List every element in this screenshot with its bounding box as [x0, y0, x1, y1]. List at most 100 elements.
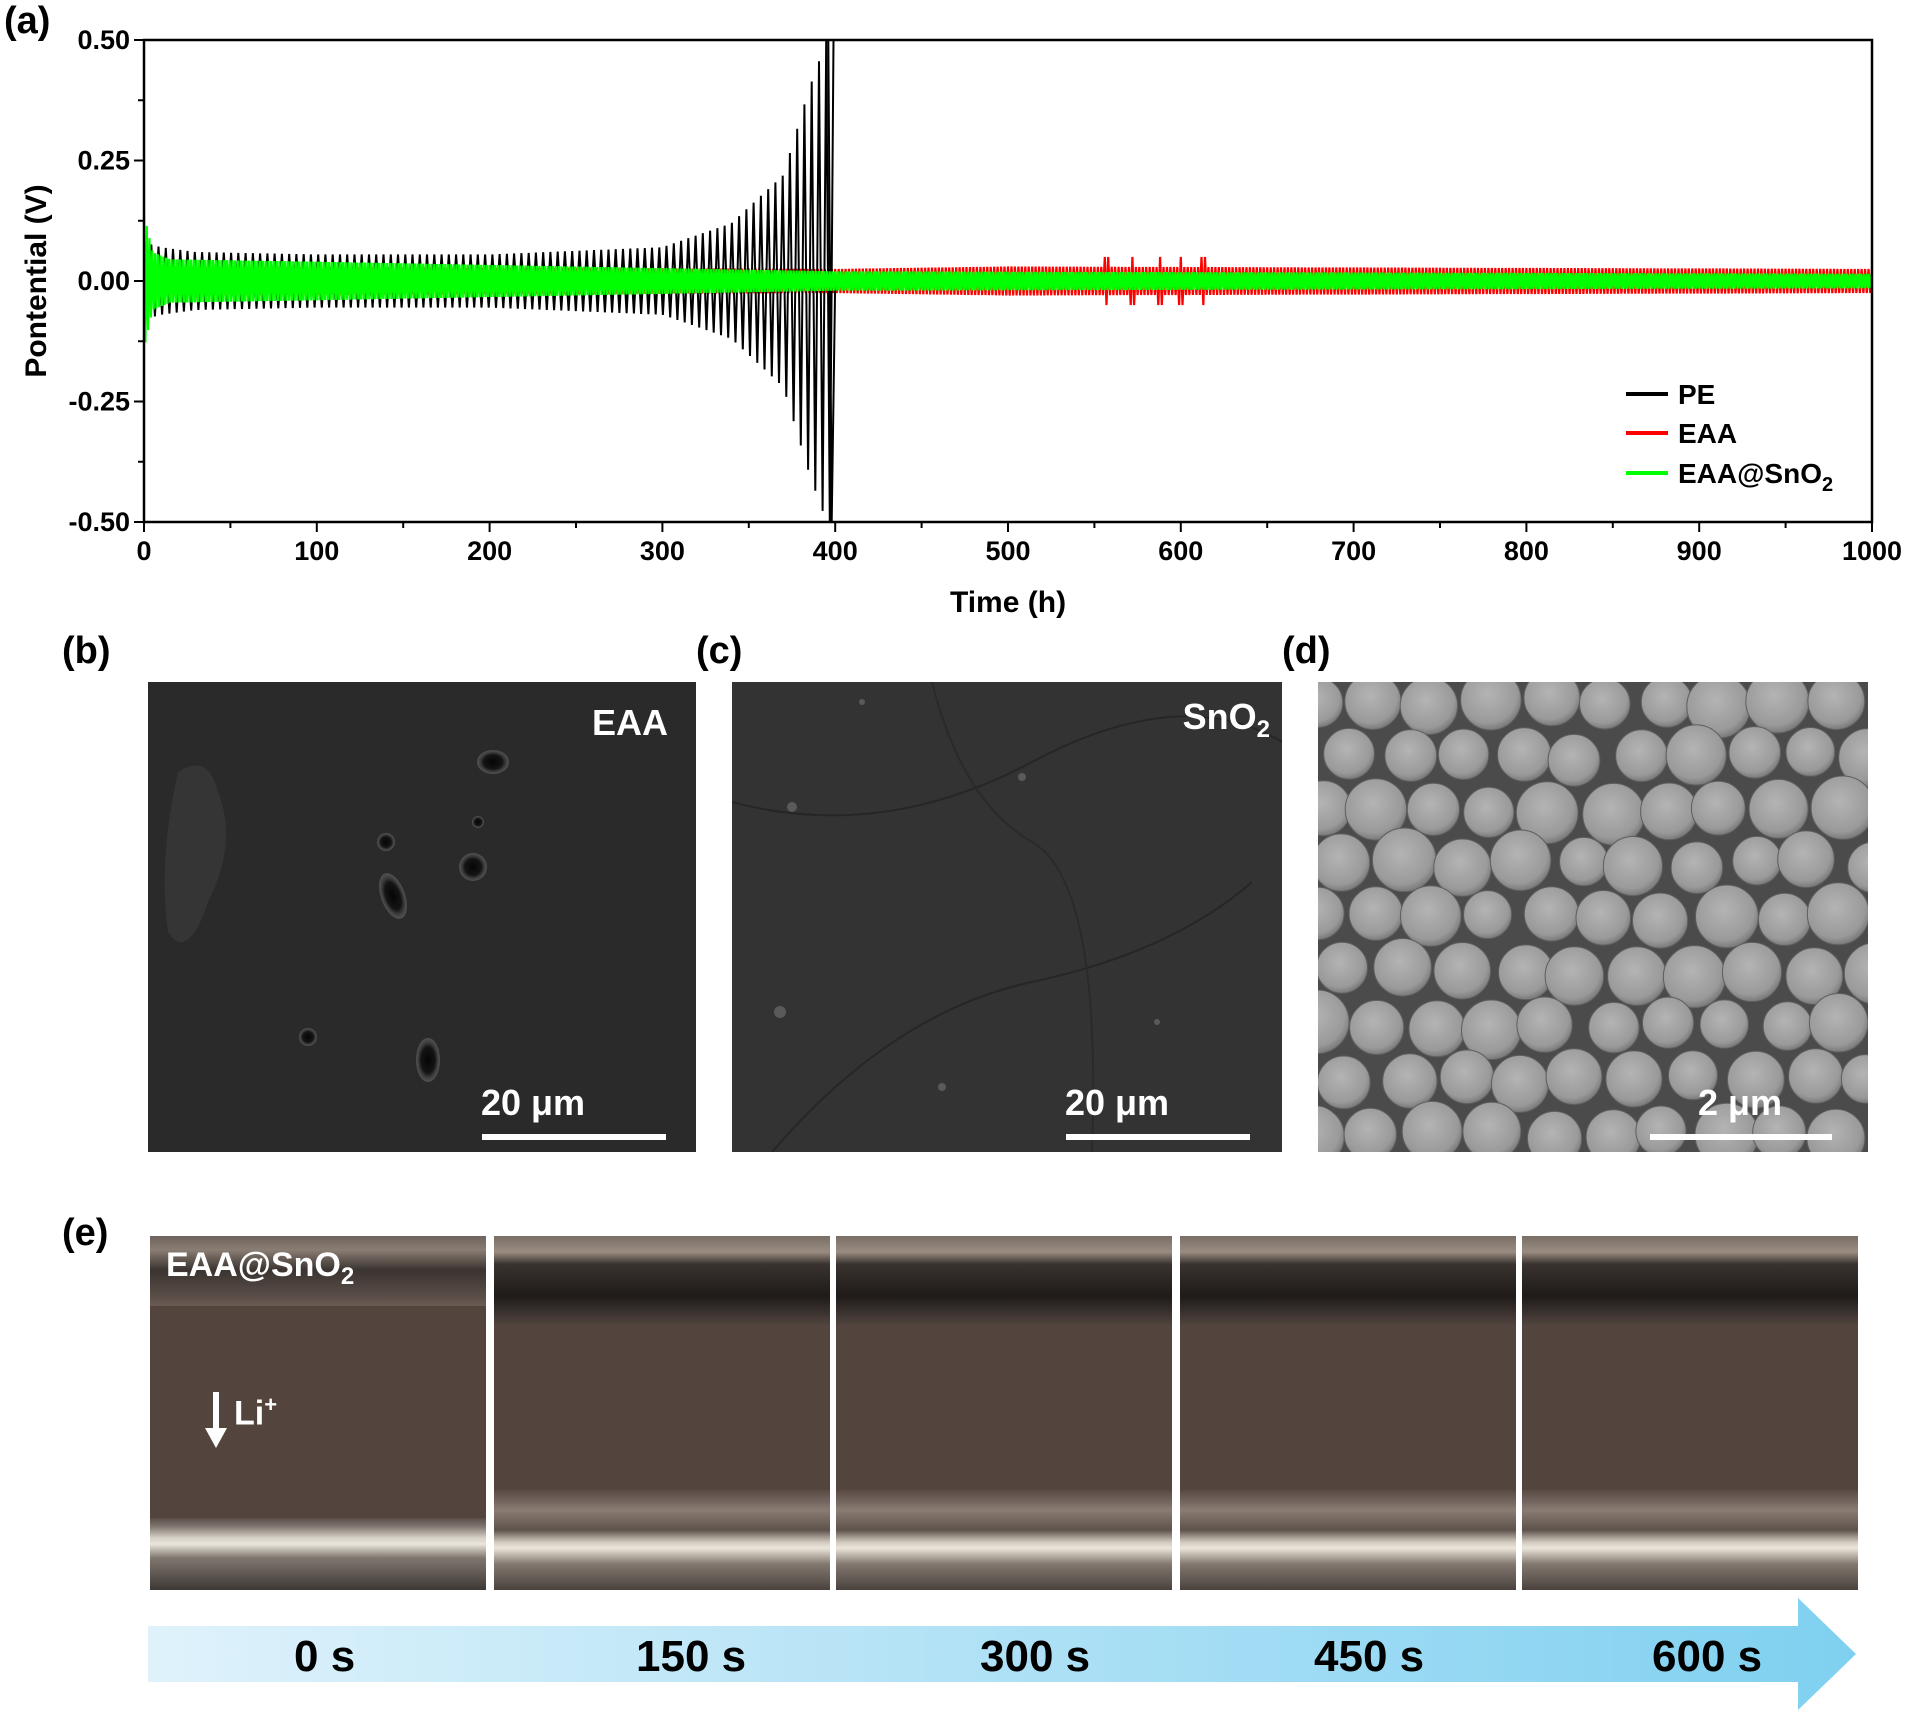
legend-entry-eaa: EAA — [1678, 418, 1737, 449]
sem-texture-d — [1318, 682, 1868, 1152]
optical-frame — [836, 1236, 1172, 1590]
sphere-particle — [1382, 1053, 1438, 1109]
panel-label-b: (b) — [62, 630, 111, 672]
x-tick-label: 700 — [1331, 536, 1376, 566]
optical-frame — [494, 1236, 830, 1590]
sem-label-sno2: SnO2 — [1182, 696, 1270, 744]
sphere-particle — [1318, 989, 1350, 1055]
sphere-particle — [1348, 886, 1404, 941]
y-tick-label: 0.25 — [77, 146, 130, 176]
sphere-particle — [1806, 882, 1868, 946]
sphere-particle — [1690, 780, 1746, 836]
sphere-particle — [1640, 782, 1698, 841]
scale-text-b: 20 μm — [480, 1082, 586, 1123]
sem-label-eaa: EAA — [591, 702, 668, 743]
sphere-particle — [1318, 886, 1345, 941]
sphere-particle — [1752, 1105, 1807, 1152]
sphere-particle — [1758, 892, 1812, 946]
x-tick-label: 0 — [136, 536, 151, 566]
sphere-particle — [1323, 727, 1375, 780]
sphere-particle — [1670, 841, 1724, 894]
sphere-particle — [1699, 999, 1749, 1049]
sphere-particle — [1343, 1107, 1397, 1152]
sphere-particle — [1632, 892, 1689, 949]
sphere-particle — [1544, 946, 1605, 1006]
sphere-particle — [1408, 1000, 1466, 1058]
sphere-particle — [1777, 830, 1835, 888]
sem-image-spheres: 2 μm — [1318, 682, 1868, 1152]
sphere-particle — [1516, 996, 1573, 1053]
sphere-particle — [1463, 890, 1513, 940]
optical-frame — [1522, 1236, 1858, 1590]
sem-texture-c — [732, 682, 1282, 1152]
sphere-particle — [1400, 885, 1462, 947]
x-tick-label: 300 — [640, 536, 685, 566]
legend-entry-eaa-sno2: EAA@SnO2 — [1678, 458, 1833, 496]
y-tick-label: -0.50 — [68, 507, 130, 537]
sphere-particle — [1406, 782, 1461, 837]
x-tick-label: 100 — [294, 536, 339, 566]
series-line-eaa-sno2 — [144, 213, 1872, 343]
panel-label-e: (e) — [62, 1212, 109, 1254]
y-axis-label: Pontential (V) — [20, 184, 53, 377]
sphere-particle — [1640, 682, 1693, 728]
x-tick-label: 1000 — [1842, 536, 1902, 566]
y-tick-label: 0.50 — [77, 25, 130, 55]
sphere-particle — [1462, 1101, 1522, 1152]
optical-label: EAA@SnO2 — [166, 1246, 355, 1290]
sphere-particle — [1785, 727, 1836, 777]
sphere-particle — [1810, 775, 1868, 840]
x-tick-label: 600 — [1158, 536, 1203, 566]
sphere-particle — [1527, 1110, 1583, 1152]
sphere-particle — [1727, 1050, 1785, 1109]
sphere-particle — [1401, 1100, 1463, 1152]
time-label-600: 600 s — [1652, 1632, 1763, 1681]
sphere-particle — [1721, 941, 1783, 1003]
optical-frame — [1180, 1236, 1516, 1590]
sphere-particle — [1384, 729, 1438, 782]
sphere-particle — [1318, 941, 1368, 994]
x-tick-label: 800 — [1504, 536, 1549, 566]
sphere-particle — [1318, 1055, 1371, 1110]
scale-text-d: 2 μm — [1697, 1082, 1783, 1123]
x-tick-label: 400 — [813, 536, 858, 566]
time-label-300: 300 s — [980, 1632, 1091, 1681]
sphere-particle — [1807, 682, 1866, 731]
scale-bar-c — [1066, 1134, 1250, 1140]
sphere-particle — [1808, 993, 1868, 1053]
sphere-particle — [1788, 1048, 1844, 1104]
down-arrow-icon — [205, 1392, 227, 1448]
sphere-particle — [1489, 829, 1552, 892]
sphere-particle — [1748, 778, 1809, 839]
time-arrow — [148, 1598, 1856, 1710]
sphere-particle — [1728, 726, 1782, 779]
sphere-particle — [1437, 728, 1490, 781]
time-label-150: 150 s — [636, 1632, 747, 1681]
x-tick-label: 500 — [985, 536, 1030, 566]
sphere-particle — [1460, 682, 1522, 731]
sphere-particle — [1497, 727, 1552, 782]
chart-legend: PE EAA EAA@SnO2 — [1626, 379, 1833, 496]
sphere-particle — [1695, 884, 1759, 949]
sphere-particle — [1523, 886, 1580, 942]
sphere-particle — [1318, 682, 1344, 728]
sphere-particle — [1463, 786, 1515, 838]
sphere-particle — [1642, 996, 1695, 1049]
x-axis-label: Time (h) — [950, 586, 1066, 619]
scale-text-c: 20 μm — [1064, 1082, 1170, 1123]
time-label-450: 450 s — [1314, 1632, 1425, 1681]
panel-label-a: (a) — [4, 0, 51, 42]
sphere-particle — [1399, 682, 1459, 735]
legend-entry-pe: PE — [1678, 379, 1715, 410]
potential-chart: 0 100 200 300 400 500 600 700 800 900 1000 0.50 0.25… — [20, 25, 1902, 619]
sphere-particle — [1840, 1054, 1868, 1104]
sphere-particle — [1433, 942, 1492, 1000]
sphere-particle — [1318, 833, 1371, 892]
sphere-particle — [1545, 1048, 1603, 1106]
sphere-particle — [1635, 1105, 1687, 1152]
sphere-particle — [1439, 1049, 1495, 1105]
ion-label: Li+ — [234, 1392, 278, 1433]
x-tick-label: 200 — [467, 536, 512, 566]
sphere-particle — [1838, 728, 1868, 788]
sphere-particle — [1344, 778, 1408, 841]
